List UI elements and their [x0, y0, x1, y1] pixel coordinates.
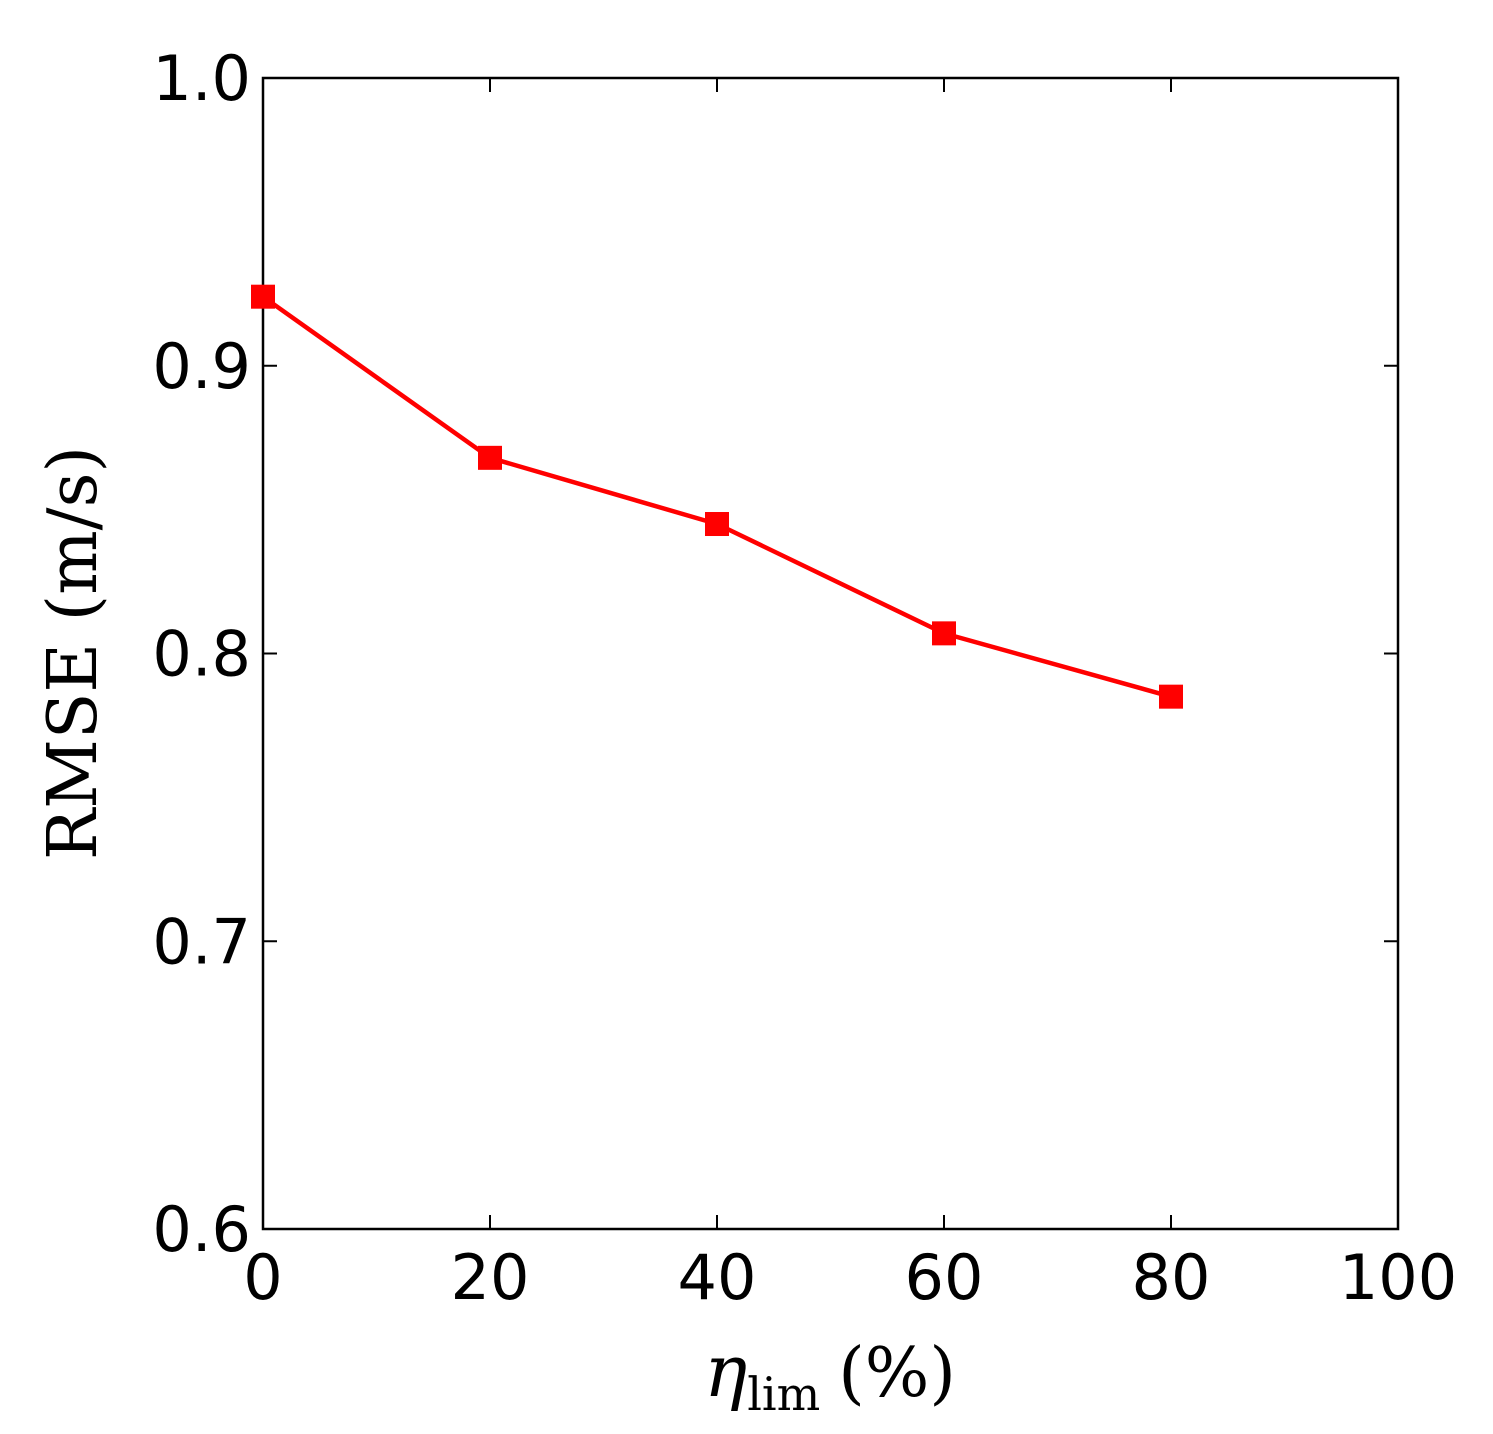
x-tick-label: 60 [905, 1241, 984, 1314]
series-layer [261, 294, 1172, 699]
data-point-marker [705, 512, 729, 537]
x-tick-label: 80 [1132, 1241, 1211, 1314]
markers-layer [251, 284, 1183, 709]
data-point-marker [478, 445, 502, 470]
x-tick-label: 0 [243, 1241, 282, 1314]
x-tick-label: 20 [451, 1241, 530, 1314]
data-point-marker [1159, 684, 1183, 709]
x-axis-label-subscript: lim [747, 1367, 820, 1421]
y-tick-label: 0.9 [152, 330, 251, 403]
x-axis-label-unit: (%) [838, 1334, 956, 1413]
tick-labels-layer: 0 20 40 60 80 100 0.6 0.7 0.8 0.9 1.0 [152, 42, 1457, 1314]
y-tick-label: 0.7 [152, 905, 251, 978]
y-tick-label: 1.0 [152, 42, 251, 115]
data-point-marker [932, 621, 956, 646]
y-tick-label: 0.8 [152, 618, 251, 691]
ticks-layer [262, 77, 1399, 1230]
series-line [261, 294, 1172, 699]
plot-frame [261, 76, 1400, 1231]
x-axis-label-symbol: η [704, 1329, 747, 1413]
x-tick-label: 100 [1339, 1241, 1457, 1314]
y-tick-label: 0.6 [152, 1193, 251, 1266]
y-axis-label: RMSE (m/s) [34, 446, 113, 860]
data-point-marker [251, 284, 275, 309]
x-tick-label: 40 [678, 1241, 757, 1314]
x-axis-label: ηlim (%) [704, 1329, 956, 1421]
